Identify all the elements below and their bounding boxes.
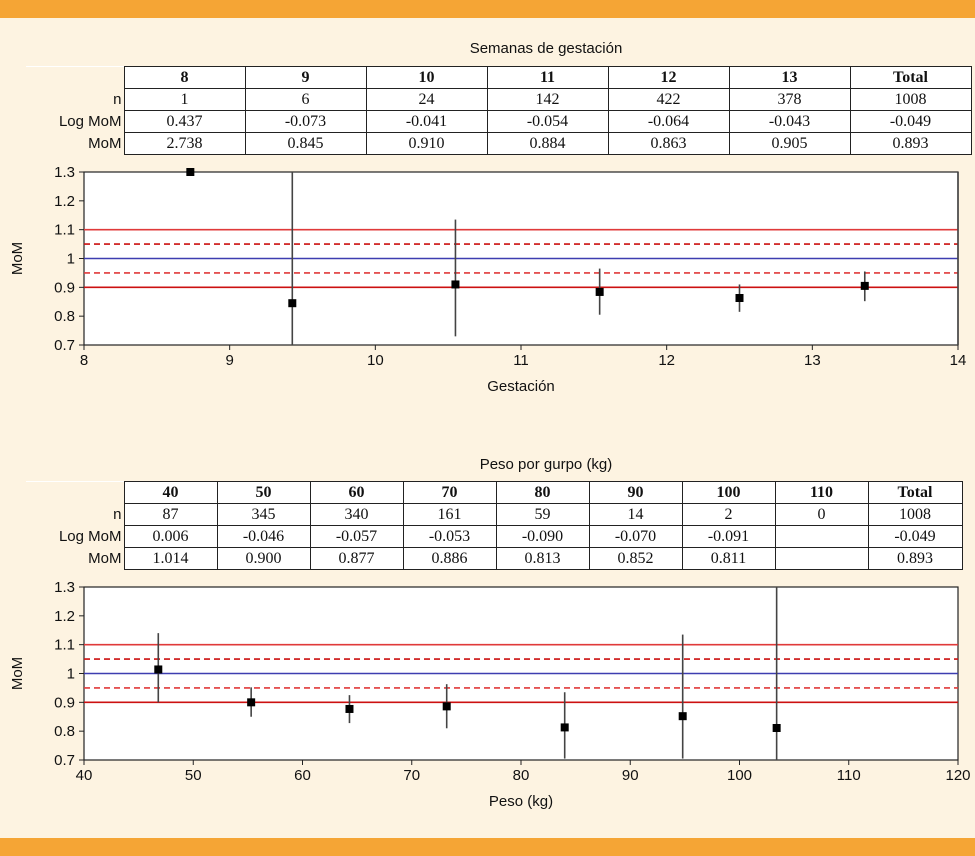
table-cell: 0.811 [681, 547, 776, 570]
gestation-table: 8 9 10 11 12 13 Total n 1 6 24 142 422 378 1008 Log Mo… [26, 66, 972, 155]
y-tick-label: 0.7 [54, 752, 75, 769]
table-cell: 0.437 [123, 110, 246, 133]
table-cell: 0.845 [244, 132, 367, 155]
table-cell: -0.073 [244, 110, 367, 133]
table2-caption: Peso por gurpo (kg) [479, 456, 613, 473]
x-tick-label: 13 [804, 352, 821, 369]
x-tick-label: 90 [622, 767, 639, 784]
data-point [186, 168, 195, 176]
table-row: MoM 1.014 0.900 0.877 0.886 0.813 0.852 0.811 0.… [26, 547, 963, 570]
x-axis-title: Gestación [487, 378, 555, 395]
weight-chart: 0.7 0.8 0.9 1 1.1 1.2 1.3 40 50 60 70 80 90 100 110 120… [9, 579, 971, 810]
row-label: Log MoM [26, 110, 124, 133]
data-point [735, 294, 744, 303]
table-cell: 0.863 [607, 132, 730, 155]
x-tick-label: 80 [513, 767, 530, 784]
y-tick-label: 1 [67, 251, 75, 268]
table-cell: 0.893 [849, 132, 972, 155]
weight-table: 40 50 60 70 80 90 100 110 Total n 87 345 340 161 59 14… [26, 481, 963, 570]
table-corner [26, 66, 124, 89]
y-axis-title: MoM [9, 657, 26, 690]
x-tick-label: 11 [513, 352, 529, 369]
table-cell: 0.852 [588, 547, 683, 570]
y-axis-title: MoM [9, 242, 26, 275]
x-tick-label: 120 [945, 767, 970, 784]
x-tick-label: 9 [225, 352, 233, 369]
table-cell: 0.877 [309, 547, 404, 570]
y-tick-label: 0.9 [54, 694, 75, 711]
data-point [154, 665, 163, 674]
x-tick-label: 8 [80, 352, 88, 369]
y-tick-label: 1.1 [54, 222, 75, 239]
table-corner [26, 481, 124, 504]
table-cell: -0.053 [402, 525, 497, 548]
y-tick-label: 0.9 [54, 279, 75, 296]
x-tick-label: 10 [367, 352, 384, 369]
data-point [288, 299, 297, 308]
table-cell: 0.006 [123, 525, 218, 548]
y-tick-label: 1.2 [54, 608, 75, 625]
data-point [860, 281, 869, 290]
y-tick-label: 0.8 [54, 308, 75, 325]
table-cell: 0.884 [486, 132, 609, 155]
table-cell: 0.900 [216, 547, 311, 570]
y-tick-label: 1.1 [54, 637, 75, 654]
table-cell: 0.813 [495, 547, 590, 570]
x-tick-label: 14 [950, 352, 967, 369]
x-axis-title: Peso (kg) [489, 793, 553, 810]
data-point [772, 723, 781, 732]
row-label: MoM [26, 132, 124, 155]
y-tick-label: 0.8 [54, 723, 75, 740]
row-label: n [26, 503, 124, 526]
x-tick-label: 40 [76, 767, 93, 784]
x-tick-label: 50 [185, 767, 202, 784]
row-label: Log MoM [26, 525, 124, 548]
x-tick-label: 70 [403, 767, 420, 784]
table1-caption: Semanas de gestación [469, 40, 623, 57]
x-tick-label: 110 [837, 767, 861, 784]
row-label: n [26, 88, 124, 111]
data-point [442, 702, 451, 711]
bottom-accent-band [0, 838, 975, 856]
table-row: Log MoM 0.006 -0.046 -0.057 -0.053 -0.090 -0.0… [26, 525, 963, 548]
data-point [451, 280, 460, 289]
x-tick-label: 12 [658, 352, 675, 369]
gestation-chart: 0.7 0.8 0.9 1 1.1 1.2 1.3 8 9 10 11 12 13 14 Gestación… [9, 164, 967, 395]
x-tick-label: 100 [727, 767, 752, 784]
table-header-row: 8 9 10 11 12 13 Total [26, 66, 972, 89]
table-cell: 0.905 [728, 132, 851, 155]
y-tick-label: 1.3 [54, 164, 75, 181]
top-accent-band [0, 0, 975, 18]
column-header: Total [849, 66, 972, 89]
table-cell: -0.064 [607, 110, 730, 133]
data-point [345, 704, 354, 713]
data-point [247, 698, 256, 707]
table-cell: -0.049 [867, 525, 963, 548]
table-row: MoM 2.738 0.845 0.910 0.884 0.863 0.905 0.893 [26, 132, 972, 155]
y-tick-label: 1.2 [54, 193, 75, 210]
table-cell: 2.738 [123, 132, 246, 155]
y-tick-label: 0.7 [54, 337, 75, 354]
y-tick-label: 1 [67, 666, 75, 683]
table-cell: 422 [607, 88, 730, 111]
row-label: MoM [26, 547, 124, 570]
table-cell: 0.893 [867, 547, 963, 570]
y-tick-label: 1.3 [54, 579, 75, 596]
data-point [560, 723, 569, 732]
data-point [595, 287, 604, 296]
x-tick-label: 60 [294, 767, 311, 784]
data-point [678, 712, 687, 721]
